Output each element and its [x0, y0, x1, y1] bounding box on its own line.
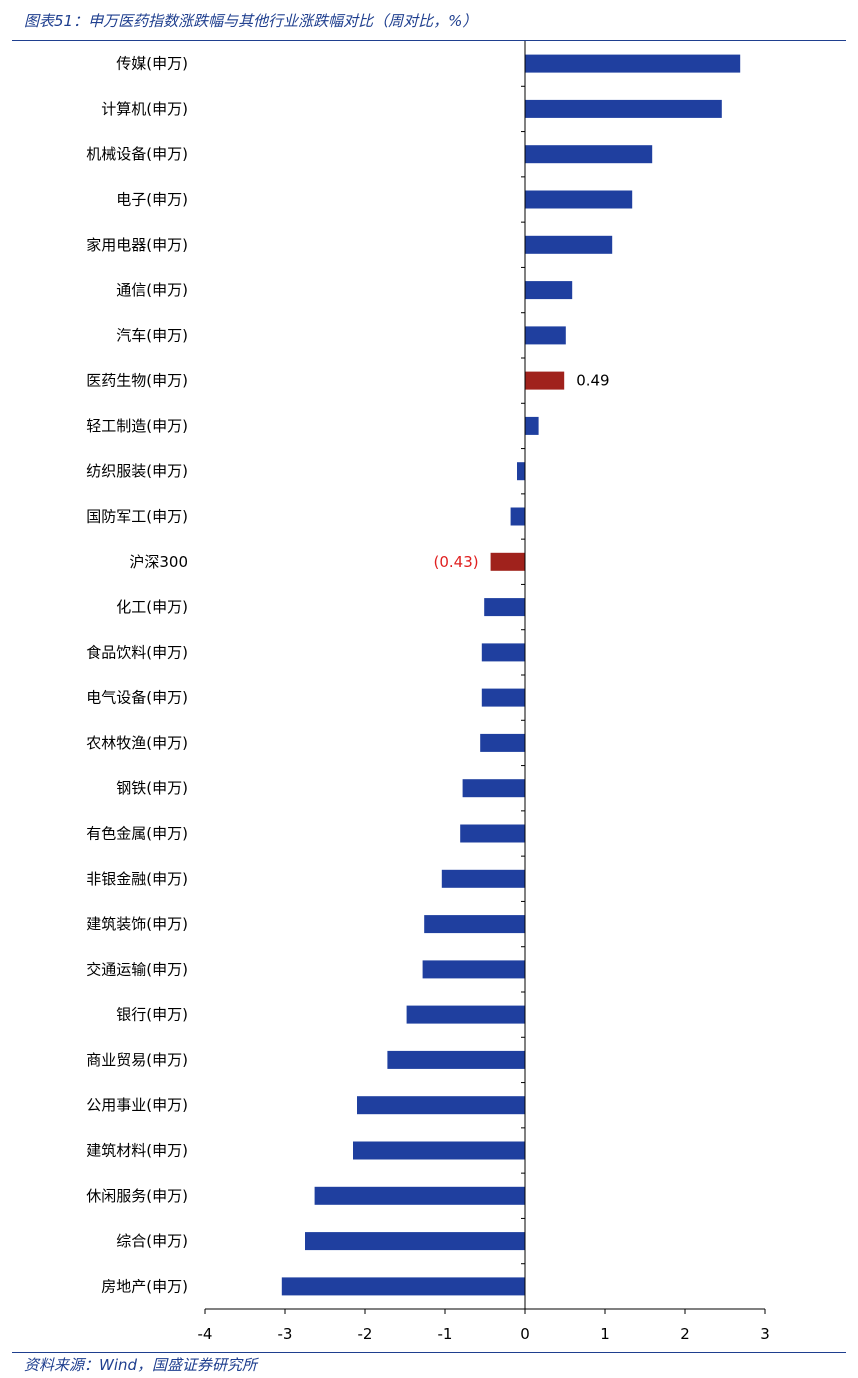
- data-label-11: (0.43): [433, 553, 478, 571]
- bar-3: [525, 190, 633, 209]
- bar-14: [481, 688, 525, 707]
- category-label-27: 房地产(申万): [101, 1277, 188, 1295]
- bar-24: [353, 1141, 525, 1160]
- bar-25: [314, 1186, 525, 1205]
- category-label-9: 纺织服装(申万): [86, 462, 188, 480]
- bar-16: [462, 779, 525, 798]
- category-label-18: 非银金融(申万): [86, 870, 188, 888]
- bar-12: [484, 598, 525, 617]
- category-label-0: 传媒(申万): [116, 55, 188, 73]
- category-label-24: 建筑材料(申万): [86, 1142, 188, 1160]
- category-label-14: 电气设备(申万): [86, 689, 188, 707]
- bar-17: [460, 824, 525, 843]
- category-label-10: 国防军工(申万): [86, 508, 188, 526]
- category-label-16: 钢铁(申万): [116, 779, 188, 797]
- bar-18: [441, 869, 525, 888]
- data-label-7: 0.49: [576, 372, 609, 390]
- x-tick-label-0: -4: [198, 1325, 213, 1343]
- bar-1: [525, 99, 722, 118]
- x-tick-label-7: 3: [760, 1325, 770, 1343]
- category-label-1: 计算机(申万): [101, 100, 188, 118]
- x-tick-label-3: -1: [438, 1325, 453, 1343]
- bar-5: [525, 281, 573, 300]
- bar-2: [525, 145, 653, 164]
- bar-26: [305, 1232, 525, 1251]
- bar-19: [424, 915, 525, 934]
- data-labels: 0.49 (0.43): [433, 372, 609, 571]
- figure-title: 图表51：申万医药指数涨跌幅与其他行业涨跌幅对比（周对比，%）: [24, 12, 478, 30]
- category-label-8: 轻工制造(申万): [86, 417, 188, 435]
- category-label-6: 汽车(申万): [116, 326, 188, 344]
- category-label-21: 银行(申万): [116, 1006, 188, 1024]
- bar-22: [387, 1050, 525, 1069]
- bar-23: [357, 1096, 525, 1115]
- category-label-15: 农林牧渔(申万): [86, 734, 188, 752]
- category-label-2: 机械设备(申万): [86, 145, 188, 163]
- bar-15: [480, 733, 525, 752]
- bar-9: [517, 462, 525, 481]
- category-label-23: 公用事业(申万): [86, 1096, 188, 1114]
- category-label-20: 交通运输(申万): [86, 960, 188, 978]
- category-label-13: 食品饮料(申万): [86, 643, 188, 661]
- bars-layer: [281, 54, 741, 1296]
- x-axis-ticks: -4 -3 -2 -1 0 1 2 3: [198, 85, 770, 1343]
- bar-10: [510, 507, 525, 526]
- category-label-7: 医药生物(申万): [86, 372, 188, 390]
- bar-13: [481, 643, 525, 662]
- bar-7: [525, 371, 565, 390]
- bar-27: [281, 1277, 525, 1296]
- category-label-5: 通信(申万): [116, 281, 188, 299]
- x-tick-label-2: -2: [358, 1325, 373, 1343]
- x-tick-label-1: -3: [278, 1325, 293, 1343]
- bar-0: [525, 54, 741, 73]
- bar-11: [490, 552, 525, 571]
- category-label-19: 建筑装饰(申万): [86, 915, 188, 933]
- category-label-4: 家用电器(申万): [86, 236, 188, 254]
- category-label-3: 电子(申万): [116, 191, 188, 209]
- title-rule: [12, 40, 846, 41]
- figure-source: 资料来源：Wind，国盛证券研究所: [24, 1356, 258, 1374]
- bar-20: [422, 960, 525, 979]
- category-label-17: 有色金属(申万): [86, 825, 188, 843]
- category-label-25: 休闲服务(申万): [86, 1187, 188, 1205]
- bar-21: [406, 1005, 525, 1024]
- x-tick-label-4: 0: [520, 1325, 530, 1343]
- category-label-12: 化工(申万): [116, 598, 188, 616]
- category-label-11: 沪深300: [129, 553, 188, 571]
- bar-8: [525, 416, 539, 435]
- category-labels: 传媒(申万) 计算机(申万) 机械设备(申万) 电子(申万) 家用电器(申万) 通信(申万…: [86, 55, 188, 1296]
- category-label-26: 综合(申万): [116, 1232, 188, 1250]
- bar-6: [525, 326, 566, 345]
- bar-4: [525, 235, 613, 254]
- x-tick-label-6: 2: [680, 1325, 690, 1343]
- source-rule: [12, 1352, 846, 1353]
- category-label-22: 商业贸易(申万): [86, 1051, 188, 1069]
- x-tick-label-5: 1: [600, 1325, 610, 1343]
